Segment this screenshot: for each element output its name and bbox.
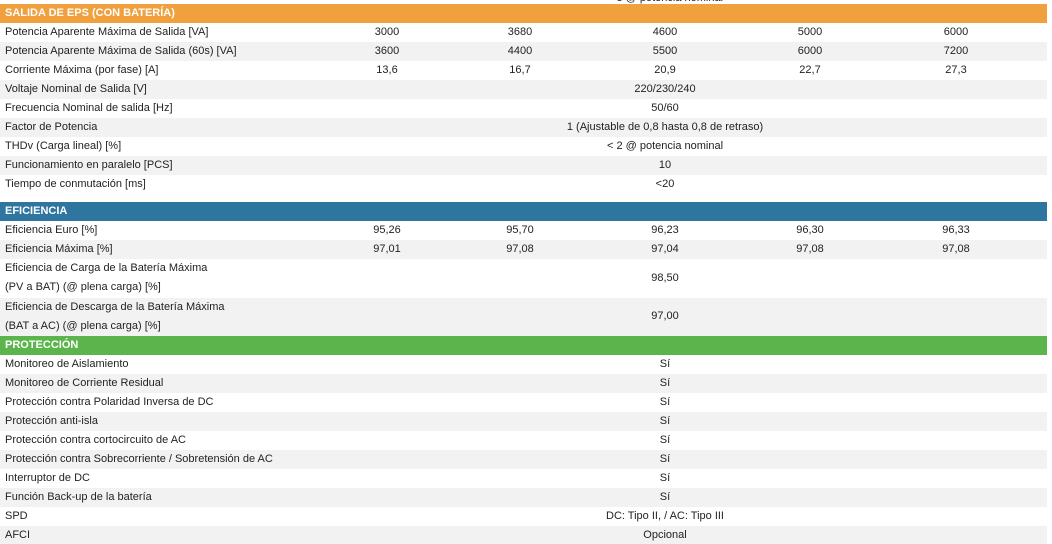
row-label: Protección anti-isla [5, 415, 98, 427]
row-label: Monitoreo de Aislamiento [5, 358, 129, 370]
table-row [0, 156, 1047, 175]
cell-value: 22,7 [799, 64, 821, 76]
cell-value: 7200 [943, 45, 969, 57]
table-row [0, 137, 1047, 156]
table-row [0, 118, 1047, 137]
cell-value: Sí [659, 472, 671, 484]
cell-value: 97,01 [373, 243, 401, 255]
cell-value: 97,08 [942, 243, 970, 255]
row-label: Potencia Aparente Máxima de Salida (60s)… [5, 45, 237, 57]
cell-value: 97,08 [796, 243, 824, 255]
row-label: THDv (Carga lineal) [%] [5, 140, 122, 152]
row-label: Protección contra cortocircuito de AC [5, 434, 186, 446]
cell-value: 96,23 [651, 224, 679, 236]
cell-value: 3680 [507, 26, 533, 38]
table-row [0, 526, 1047, 544]
row-label: Función Back-up de la batería [5, 491, 152, 503]
cell-value: 97,00 [651, 310, 679, 323]
cell-value: 1 (Ajustable de 0,8 hasta 0,8 de retraso… [566, 121, 764, 133]
row-label: (BAT a AC) (@ plena carga) [%] [5, 319, 161, 332]
cell-value: 5500 [652, 45, 678, 57]
cell-value: Sí [659, 358, 671, 370]
section-header: PROTECCIÓN [0, 336, 1047, 355]
row-label: Factor de Potencia [5, 121, 98, 133]
cell-value: 96,30 [796, 224, 824, 236]
table-row [0, 488, 1047, 507]
table-row [0, 469, 1047, 488]
row-label: Potencia Aparente Máxima de Salida [VA] [5, 26, 209, 38]
table-row [0, 412, 1047, 431]
cell-value: 13,6 [376, 64, 398, 76]
table-row [0, 355, 1047, 374]
row-label: Interruptor de DC [5, 472, 90, 484]
cell-value: 16,7 [509, 64, 531, 76]
cell-value: 97,08 [506, 243, 534, 255]
cell-value: 3600 [374, 45, 400, 57]
row-label: Protección contra Polaridad Inversa de D… [5, 396, 214, 408]
table-row [0, 175, 1047, 194]
clipped-text: < 3 @ potencia nominal [607, 0, 723, 8]
section-header: EFICIENCIA [0, 202, 1047, 221]
cell-value: 20,9 [654, 64, 676, 76]
section-header: SALIDA DE EPS (CON BATERÍA) [0, 4, 1047, 23]
row-label: Monitoreo de Corriente Residual [5, 377, 164, 389]
cell-value: 3000 [374, 26, 400, 38]
cell-value: Sí [659, 396, 671, 408]
cell-value: Sí [659, 453, 671, 465]
table-row [0, 374, 1047, 393]
cell-value: 50/60 [651, 102, 679, 114]
row-label: Corriente Máxima (por fase) [A] [5, 64, 159, 76]
cell-value: Sí [659, 491, 671, 503]
row-label: Eficiencia de Descarga de la Batería Máx… [5, 300, 225, 313]
row-label: SPD [5, 510, 28, 522]
row-label: (PV a BAT) (@ plena carga) [%] [5, 281, 161, 293]
row-label: Eficiencia Euro [%] [5, 224, 98, 236]
row-label: AFCI [5, 529, 31, 541]
row-label: Tiempo de conmutación [ms] [5, 178, 146, 190]
cell-value: Sí [659, 377, 671, 389]
row-label: Protección contra Sobrecorriente / Sobre… [5, 453, 273, 465]
table-row [0, 297, 1047, 336]
cell-value: 98,50 [651, 271, 679, 284]
cell-value: Sí [659, 415, 671, 427]
cell-value: 27,3 [945, 64, 967, 76]
cell-value: 220/230/240 [634, 83, 696, 95]
row-label: Eficiencia Máxima [%] [5, 243, 113, 255]
row-label: Eficiencia de Carga de la Batería Máxima [5, 262, 208, 274]
row-label: Funcionamiento en paralelo [PCS] [5, 159, 173, 171]
cell-value: 4400 [507, 45, 533, 57]
cell-value: <20 [655, 178, 675, 190]
cell-value: 5000 [797, 26, 823, 38]
cell-value: 10 [658, 159, 672, 171]
row-label: Frecuencia Nominal de salida [Hz] [5, 102, 173, 114]
table-row [0, 80, 1047, 99]
table-row [0, 240, 1047, 259]
table-row [0, 507, 1047, 526]
cell-value: 95,26 [373, 224, 401, 236]
table-row [0, 42, 1047, 61]
cell-value: DC: Tipo II, / AC: Tipo III [606, 510, 724, 522]
cell-value: Sí [659, 434, 671, 446]
cell-value: 95,70 [506, 224, 534, 236]
cell-value: 97,04 [651, 243, 679, 255]
cell-value: < 2 @ potencia nominal [606, 140, 724, 152]
cell-value: 6000 [797, 45, 823, 57]
cell-value: 6000 [943, 26, 969, 38]
table-row [0, 450, 1047, 469]
row-label: Voltaje Nominal de Salida [V] [5, 83, 147, 95]
cell-value: 96,33 [942, 224, 970, 236]
cell-value: Opcional [643, 529, 687, 541]
cell-value: 4600 [652, 26, 678, 38]
